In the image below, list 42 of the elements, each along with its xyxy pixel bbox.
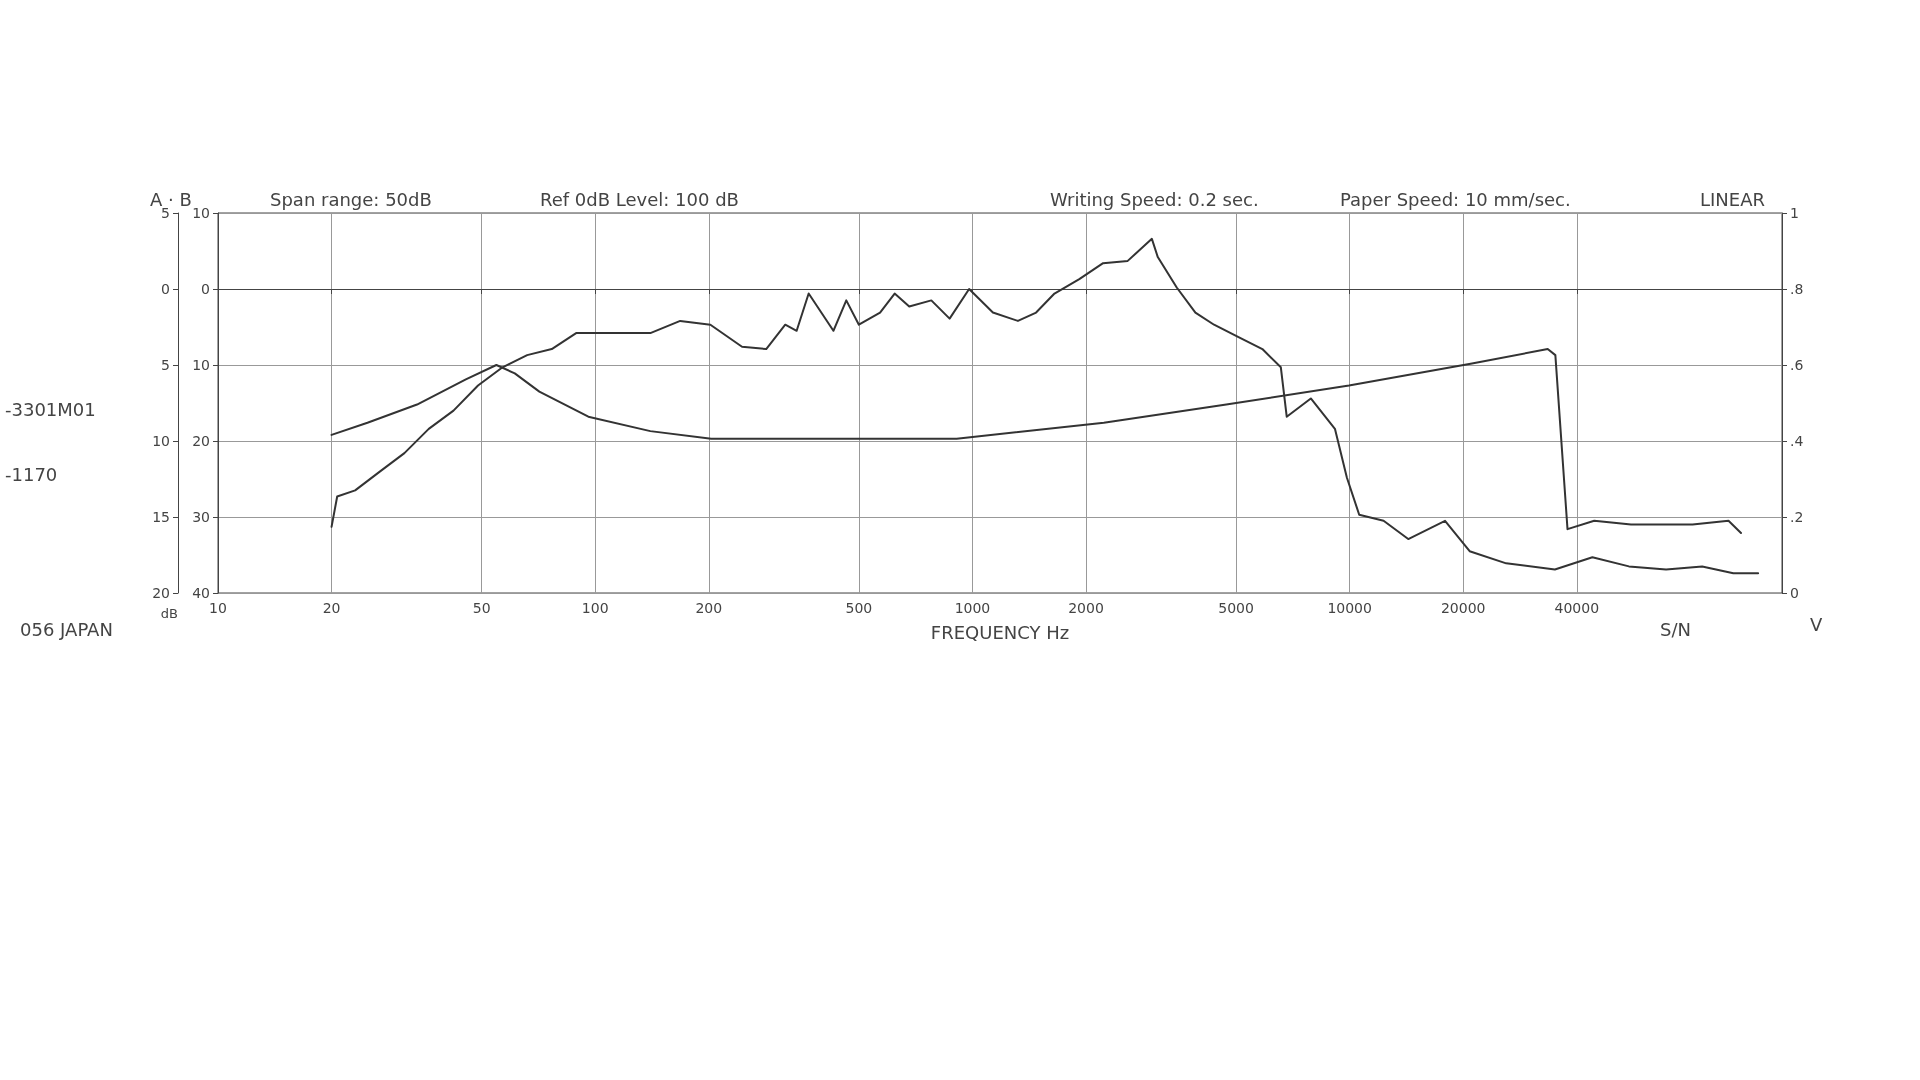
- y-tick-label: 40: [192, 585, 210, 601]
- x-tick-label: 10: [209, 600, 227, 616]
- y-tick-label: 30: [192, 509, 210, 525]
- text: Ref 0dB Level: 100 dB: [540, 188, 739, 210]
- y3-tick-label: 5: [161, 205, 170, 221]
- text: V: [1810, 613, 1823, 635]
- y2-tick-label: .2: [1790, 509, 1804, 525]
- x-tick-label: 50: [472, 600, 491, 616]
- y3-tick-label: 0: [161, 281, 170, 297]
- y2-tick-label: .6: [1790, 357, 1804, 373]
- y3-tick-label: 5: [161, 357, 170, 373]
- text: -3301M01: [5, 398, 96, 420]
- y-tick-label: 10: [192, 357, 210, 373]
- y-axis-title: dB: [160, 606, 178, 621]
- text: Paper Speed: 10 mm/sec.: [1340, 188, 1571, 210]
- text: Span range: 50dB: [270, 188, 432, 210]
- y-tick-label: 10: [192, 205, 210, 221]
- y3-tick-label: 15: [152, 509, 170, 525]
- y2-tick-label: .8: [1790, 281, 1804, 297]
- text: -1170: [5, 463, 58, 485]
- x-axis-title: FREQUENCY Hz: [930, 621, 1070, 643]
- y-tick-label: 20: [192, 433, 210, 449]
- y3-tick-label: 10: [152, 433, 170, 449]
- x-tick-label: 2000: [1068, 600, 1104, 616]
- x-tick-label: 20000: [1440, 600, 1486, 616]
- y2-tick-label: 0: [1790, 585, 1799, 601]
- x-tick-label: 1000: [954, 600, 991, 616]
- x-tick-label: 500: [845, 600, 873, 616]
- x-tick-label: 100: [581, 600, 609, 616]
- y2-tick-label: .4: [1790, 433, 1804, 449]
- text: S/N: [1660, 618, 1691, 640]
- text: LINEAR: [1700, 188, 1765, 210]
- x-tick-label: 40000: [1554, 600, 1600, 616]
- y3-tick-label: 20: [152, 585, 170, 601]
- y2-tick-label: 1: [1790, 205, 1799, 221]
- x-tick-label: 200: [695, 600, 723, 616]
- text: 056 JAPAN: [20, 618, 113, 640]
- text: Writing Speed: 0.2 sec.: [1050, 188, 1259, 210]
- x-tick-label: 5000: [1218, 600, 1254, 616]
- x-tick-label: 20: [322, 600, 341, 616]
- x-tick-label: 10000: [1327, 600, 1372, 616]
- y-tick-label: 0: [201, 281, 210, 297]
